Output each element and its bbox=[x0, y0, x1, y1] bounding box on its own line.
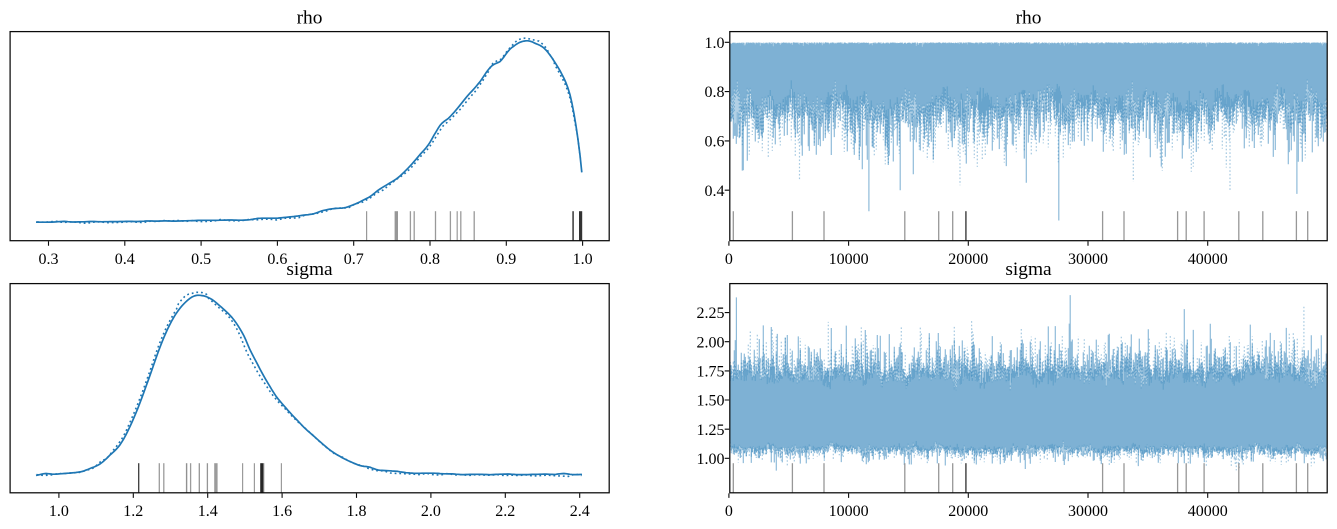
svg-text:2.25: 2.25 bbox=[697, 305, 725, 322]
svg-text:30000: 30000 bbox=[1068, 503, 1108, 520]
svg-text:1.4: 1.4 bbox=[198, 503, 218, 520]
svg-text:1.6: 1.6 bbox=[272, 503, 292, 520]
svg-text:0.9: 0.9 bbox=[496, 251, 516, 268]
svg-text:0.3: 0.3 bbox=[39, 251, 59, 268]
svg-text:sigma: sigma bbox=[286, 259, 333, 280]
svg-text:rho: rho bbox=[297, 7, 323, 28]
svg-text:0.8: 0.8 bbox=[705, 84, 725, 101]
svg-text:2.2: 2.2 bbox=[495, 503, 515, 520]
svg-text:20000: 20000 bbox=[948, 251, 988, 268]
svg-text:rho: rho bbox=[1016, 7, 1042, 28]
svg-text:0.8: 0.8 bbox=[420, 251, 440, 268]
svg-text:1.0: 1.0 bbox=[573, 251, 593, 268]
svg-text:0.6: 0.6 bbox=[267, 251, 287, 268]
svg-text:2.0: 2.0 bbox=[421, 503, 441, 520]
svg-text:40000: 40000 bbox=[1188, 503, 1228, 520]
svg-text:1.50: 1.50 bbox=[697, 393, 725, 410]
svg-text:1.75: 1.75 bbox=[697, 364, 725, 381]
svg-text:0: 0 bbox=[725, 251, 733, 268]
svg-text:0.4: 0.4 bbox=[705, 183, 725, 200]
svg-text:2.4: 2.4 bbox=[570, 503, 590, 520]
svg-text:40000: 40000 bbox=[1188, 251, 1228, 268]
svg-text:1.00: 1.00 bbox=[697, 451, 725, 468]
svg-text:10000: 10000 bbox=[829, 251, 869, 268]
svg-text:1.0: 1.0 bbox=[49, 503, 69, 520]
svg-text:0: 0 bbox=[725, 503, 733, 520]
svg-text:1.2: 1.2 bbox=[123, 503, 143, 520]
svg-text:1.25: 1.25 bbox=[697, 422, 725, 439]
svg-text:sigma: sigma bbox=[1005, 259, 1052, 280]
svg-text:10000: 10000 bbox=[829, 503, 869, 520]
svg-text:20000: 20000 bbox=[948, 503, 988, 520]
svg-text:0.5: 0.5 bbox=[191, 251, 211, 268]
svg-text:1.0: 1.0 bbox=[705, 35, 725, 52]
svg-text:1.8: 1.8 bbox=[347, 503, 367, 520]
svg-text:2.00: 2.00 bbox=[697, 334, 725, 351]
svg-text:0.7: 0.7 bbox=[344, 251, 364, 268]
svg-text:0.4: 0.4 bbox=[115, 251, 135, 268]
svg-text:30000: 30000 bbox=[1068, 251, 1108, 268]
svg-text:0.6: 0.6 bbox=[705, 134, 725, 151]
